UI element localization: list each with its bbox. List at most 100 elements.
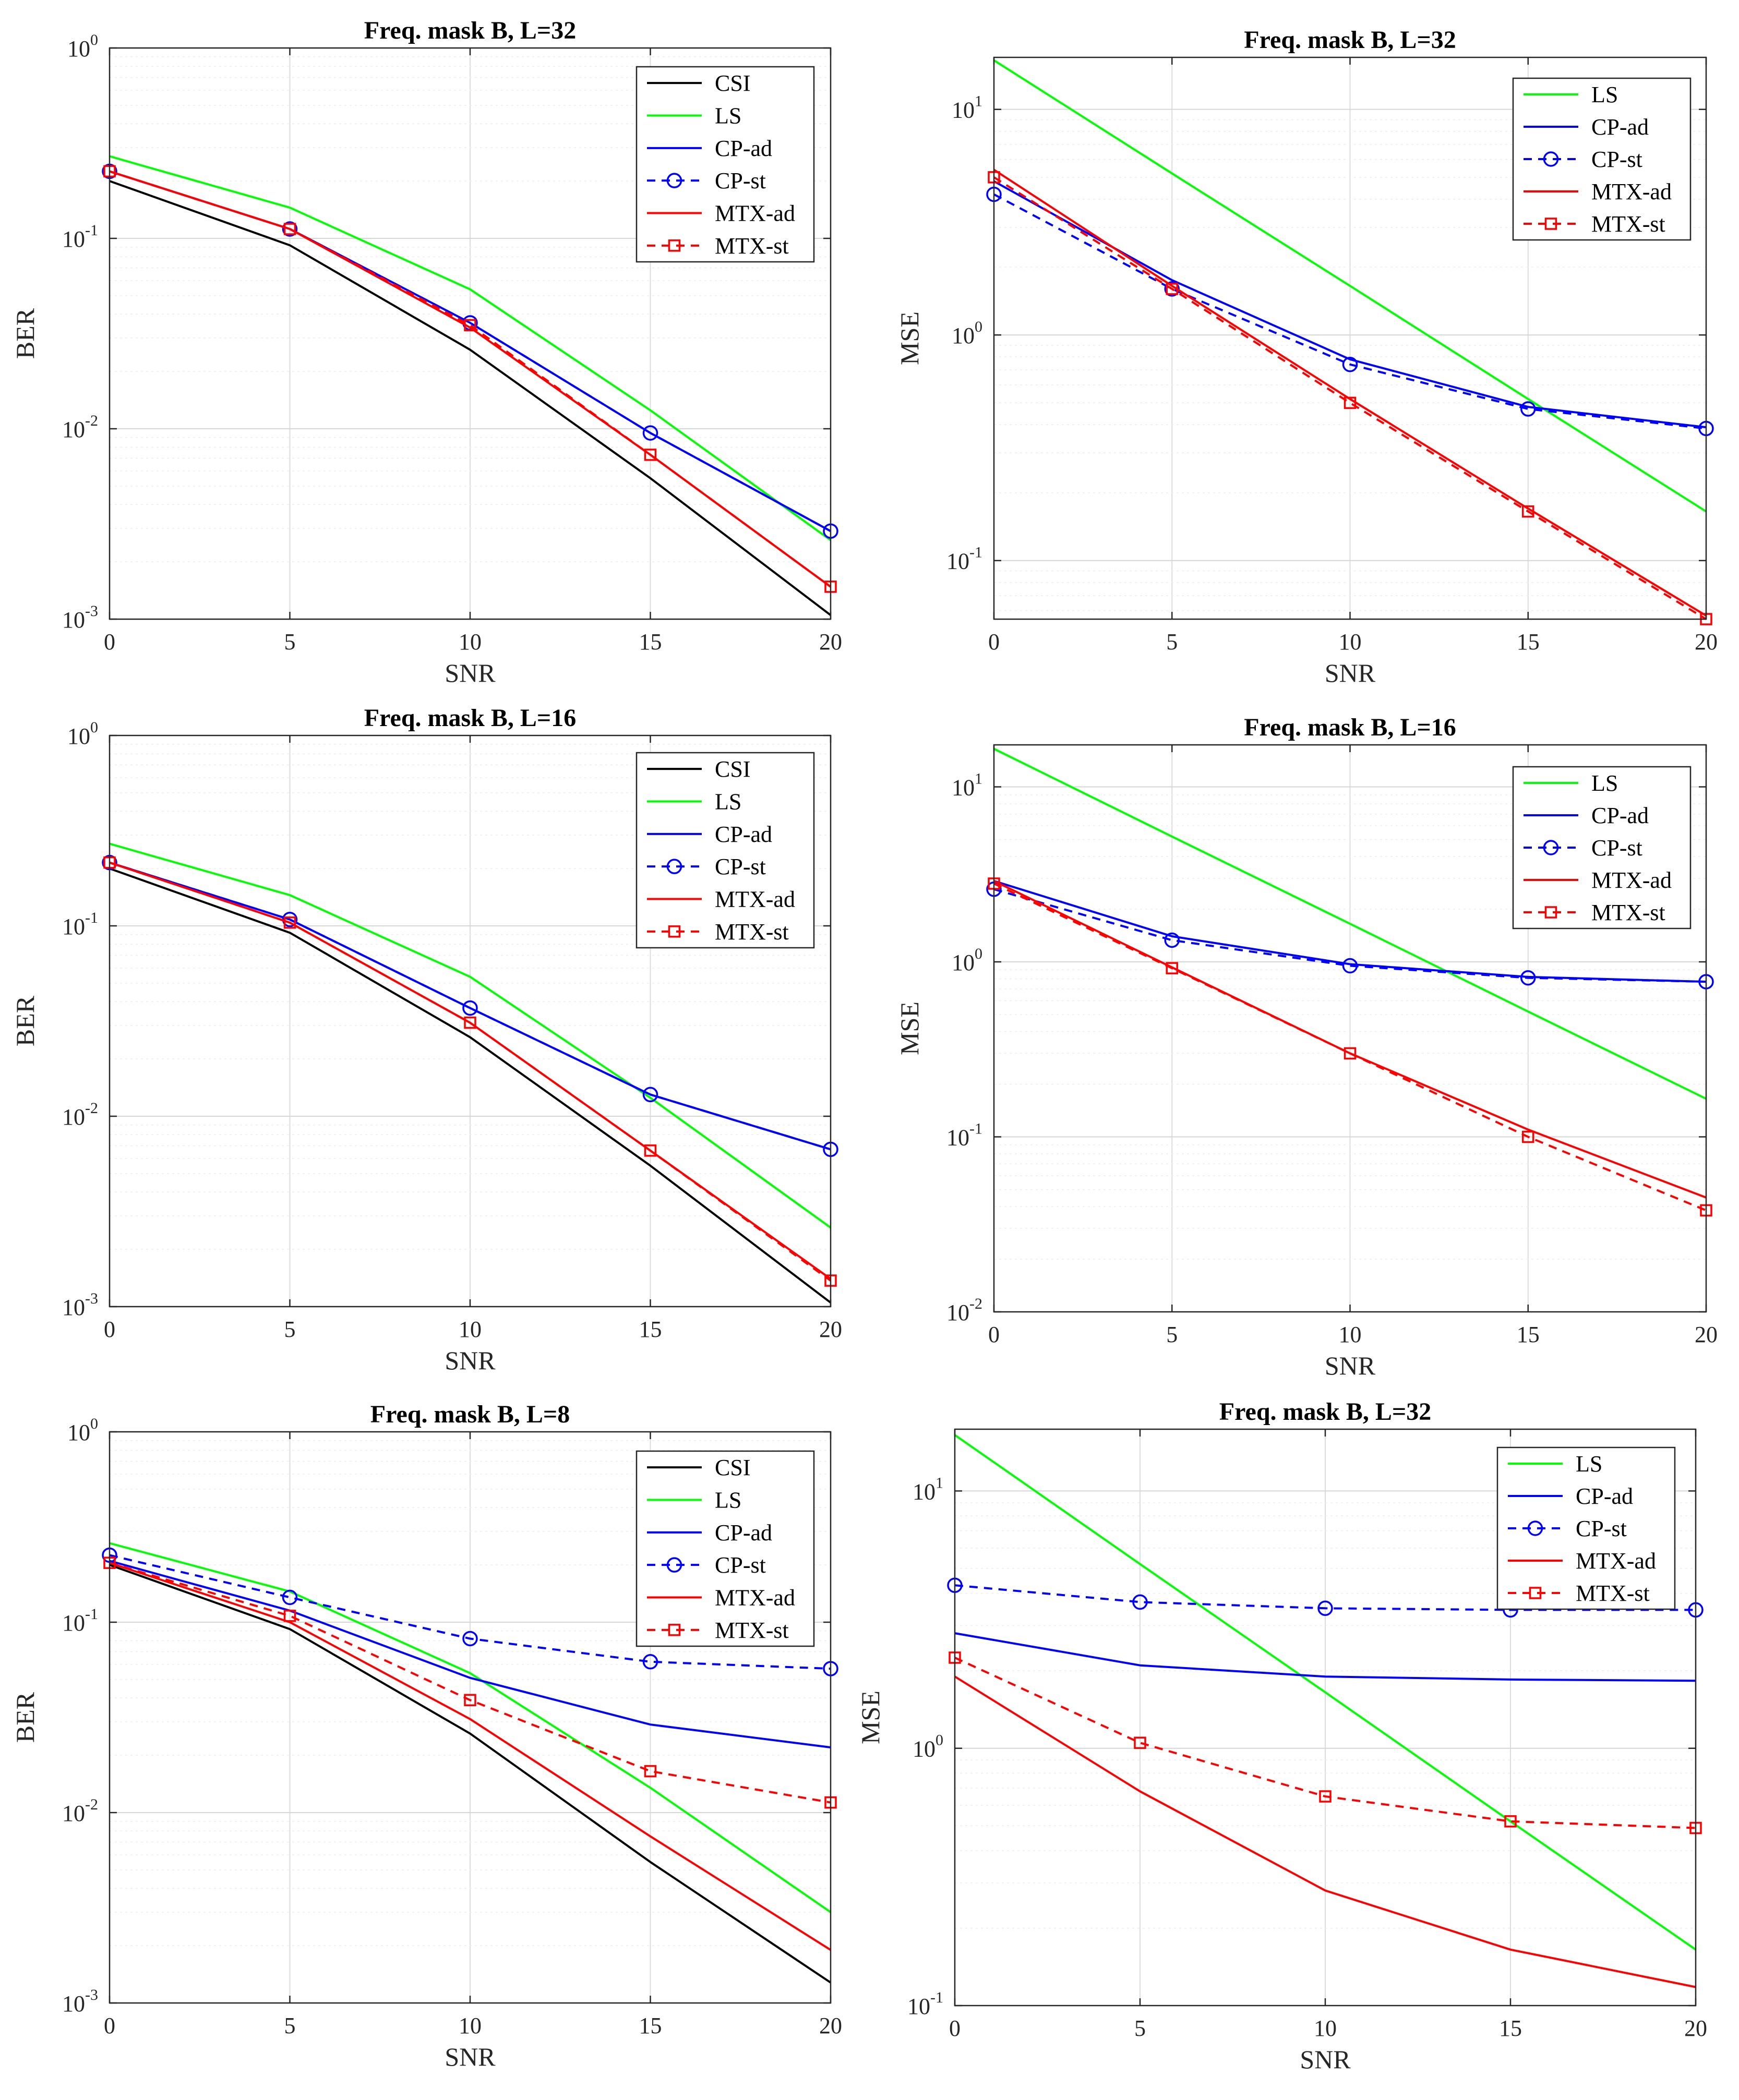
- legend-entry: CP-st: [715, 1552, 766, 1578]
- data-point-mtx-st: [1319, 1790, 1332, 1803]
- series-line-mtx-st: [109, 1562, 831, 1804]
- chart-title: Freq. mask B, L=32: [1244, 26, 1456, 54]
- legend-entry: MTX-st: [715, 1618, 789, 1643]
- x-tick-label: 20: [1695, 629, 1718, 655]
- chart-title: Freq. mask B, L=8: [370, 1401, 570, 1428]
- x-tick-label: 0: [104, 2013, 115, 2038]
- y-axis-label: BER: [10, 995, 40, 1046]
- x-tick-label: 20: [819, 2013, 842, 2038]
- data-point-cp-st: [642, 425, 658, 441]
- legend-entry: CP-ad: [1591, 114, 1649, 140]
- series-line-cp-st: [993, 193, 1707, 430]
- data-point-mtx-st: [644, 1765, 657, 1778]
- x-tick-label: 10: [459, 1317, 482, 1342]
- data-point-mtx-st: [464, 319, 476, 332]
- legend-entry: LS: [1591, 770, 1618, 796]
- series-line-cp-ad: [109, 861, 831, 1151]
- y-axis-label: MSE: [856, 1691, 885, 1744]
- chart-title: Freq. mask B, L=32: [1219, 1398, 1432, 1426]
- data-point-mtx-st: [1504, 1815, 1517, 1828]
- y-tick-label: 10-2: [62, 1796, 98, 1826]
- legend-entry: CP-ad: [715, 822, 772, 847]
- legend-entry: MTX-st: [1591, 211, 1665, 237]
- y-tick-label: 101: [913, 1474, 943, 1504]
- chart-title: Freq. mask B, L=16: [364, 704, 577, 732]
- data-point-mtx-st: [1166, 962, 1178, 974]
- legend-marker: [668, 239, 681, 252]
- series-line-mtx-ad: [109, 1562, 832, 1951]
- data-point-mtx-st: [1344, 1047, 1357, 1060]
- y-tick-label: 10-1: [62, 909, 98, 939]
- chart-title: Freq. mask B, L=16: [1244, 714, 1456, 741]
- x-axis-label: SNR: [1325, 1351, 1376, 1380]
- legend-entry: MTX-st: [1576, 1580, 1650, 1606]
- legend-entry: CP-st: [1576, 1516, 1627, 1541]
- legend-entry: MTX-ad: [715, 1585, 795, 1611]
- series-line-csi: [109, 1564, 832, 1984]
- series-line-mtx-st: [109, 861, 832, 1282]
- y-tick-label: 10-3: [62, 1986, 98, 2017]
- series-line-ls: [954, 1434, 1697, 1951]
- x-tick-label: 10: [1339, 1322, 1362, 1347]
- y-tick-label: 100: [913, 1732, 943, 1762]
- x-axis-label: SNR: [445, 1346, 496, 1375]
- legend: CSI LS CP-ad CP-st MTX-ad MTX-st: [635, 1450, 815, 1647]
- x-tick-label: 15: [639, 629, 662, 655]
- chart-panel-5: 0 5 10 15 20 10-3 10-2 10-1 100 Freq. mask B, L=8…: [10, 1401, 842, 2071]
- legend-marker: [666, 173, 682, 188]
- series-line-csi: [109, 180, 832, 616]
- y-axis-label: BER: [10, 1692, 40, 1743]
- series-line-mtx-ad: [954, 1675, 1696, 1988]
- x-axis-label: SNR: [1300, 2045, 1351, 2074]
- x-tick-label: 15: [639, 2013, 662, 2038]
- x-tick-label: 20: [819, 1317, 842, 1342]
- x-tick-label: 15: [1517, 629, 1540, 655]
- data-point-cp-st: [462, 1000, 478, 1016]
- legend-entry: LS: [1591, 82, 1618, 107]
- data-point-cp-st: [642, 1087, 658, 1103]
- data-point-cp-st: [1164, 281, 1180, 297]
- x-tick-label: 0: [949, 2015, 961, 2041]
- y-tick-label: 100: [67, 719, 98, 749]
- legend-entry: MTX-ad: [1576, 1548, 1656, 1574]
- data-point-mtx-st: [644, 449, 657, 461]
- data-point-cp-st: [1164, 932, 1180, 948]
- legend-entry: CSI: [715, 70, 750, 96]
- legend-marker: [668, 1624, 681, 1636]
- series-line-cp-st: [109, 1554, 831, 1670]
- legend-marker: [668, 925, 681, 938]
- legend-marker: [1544, 906, 1557, 919]
- chart-panel-4: 0 5 10 15 20 10-2 10-1 100 101 Freq. mask B, L=16…: [895, 714, 1718, 1380]
- legend-entry: CP-ad: [1591, 803, 1649, 828]
- x-tick-label: 20: [819, 629, 842, 655]
- legend: CSI LS CP-ad CP-st MTX-ad MTX-st: [635, 66, 815, 263]
- legend-box: [635, 66, 815, 263]
- y-tick-label: 10-1: [946, 1120, 982, 1151]
- x-tick-label: 0: [104, 1317, 115, 1342]
- legend-entry: MTX-st: [1591, 900, 1665, 925]
- y-axis-label: MSE: [895, 311, 924, 365]
- legend-entry: CP-st: [715, 168, 766, 194]
- series-line-ls: [109, 1542, 832, 1913]
- legend-marker: [1543, 840, 1559, 855]
- legend-entry: MTX-ad: [715, 887, 795, 912]
- y-tick-label: 10-2: [62, 1100, 98, 1130]
- data-point-mtx-st: [1522, 505, 1534, 518]
- y-tick-label: 100: [952, 318, 982, 348]
- legend-entry: CSI: [715, 1455, 750, 1480]
- series-line-mtx-ad: [993, 168, 1707, 617]
- data-point-cp-st: [1342, 958, 1358, 974]
- y-tick-label: 100: [67, 31, 98, 62]
- series-line-cp-ad: [109, 1560, 831, 1748]
- legend-marker: [1544, 218, 1557, 230]
- x-tick-label: 5: [284, 2013, 296, 2038]
- data-point-cp-st: [1132, 1594, 1148, 1610]
- data-point-cp-st: [1342, 356, 1358, 372]
- data-point-mtx-st: [1166, 283, 1178, 295]
- legend-entry: CP-st: [1591, 147, 1642, 172]
- legend: LS CP-ad CP-st MTX-ad MTX-st: [1496, 1446, 1676, 1610]
- y-axis-label: BER: [10, 308, 40, 359]
- y-tick-label: 10-2: [62, 412, 98, 442]
- x-tick-label: 5: [1166, 1322, 1178, 1347]
